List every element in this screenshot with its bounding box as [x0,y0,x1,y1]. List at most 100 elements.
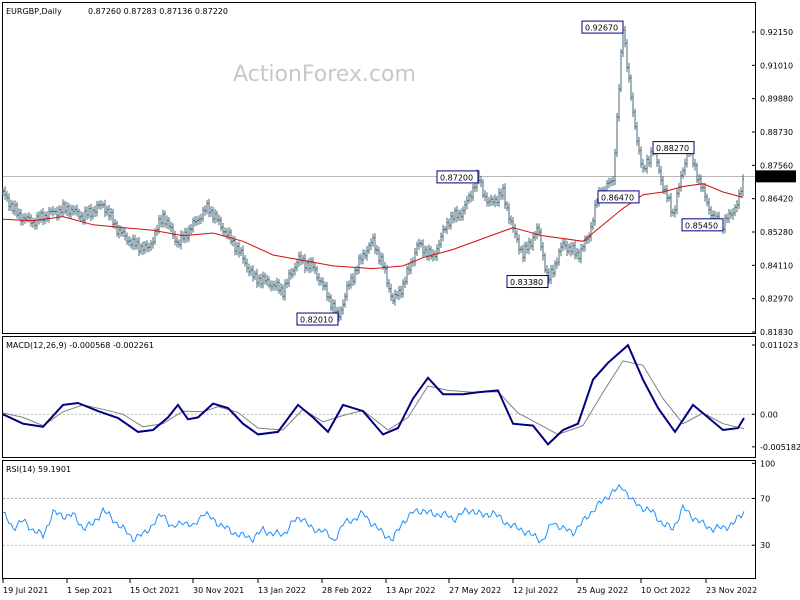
price-bar [41,207,45,226]
price-bar [177,239,181,248]
price-bar [589,222,593,242]
price-bar [301,255,305,265]
price-bar [221,222,225,237]
price-bar [9,199,13,212]
x-tick-label: 27 May 2022 [449,586,501,595]
price-bar [445,217,449,235]
price-bar [409,258,413,275]
price-bar [679,170,683,192]
rsi-y-axis: 100 70 30 [752,459,775,550]
price-bar [43,211,47,225]
price-bar [397,285,401,301]
price-bar [511,216,515,233]
price-bar [173,230,177,246]
price-bar [255,268,259,288]
price-bar [245,258,249,273]
price-bar [727,208,731,224]
price-bar [15,201,19,219]
price-bar [69,204,73,219]
annotation-label: 0.88270 [656,144,689,153]
price-bar [249,265,253,276]
price-bar [359,253,363,265]
moving-average-line [2,183,744,270]
price-bar [239,247,243,257]
watermark: ActionForex.com [233,62,416,87]
price-bar [425,245,429,261]
price-bar [573,241,577,260]
price-bar [581,243,585,252]
price-bar [71,204,75,216]
x-tick-label: 15 Oct 2021 [130,586,179,595]
price-bar [179,230,183,250]
price-bar [575,248,579,260]
price-bar [683,158,687,176]
price-bar [193,215,197,227]
price-bar [37,211,41,225]
x-tick-label: 12 Jul 2022 [513,586,558,595]
price-bar [619,49,623,93]
price-bar [141,241,145,256]
price-bar [109,208,113,221]
price-bar [569,242,573,257]
price-bar [171,223,175,240]
current-price-tag [756,170,796,183]
price-bar [213,208,217,224]
price-bar [417,238,421,250]
price-bar [299,251,303,266]
price-bar [87,205,91,219]
price-bar [195,216,199,226]
annotation-box [581,20,624,34]
price-bar [329,294,333,311]
price-bar [131,234,135,250]
price-bar [205,199,209,215]
price-bar [275,277,279,292]
price-bar [91,206,95,220]
price-bar [509,215,513,226]
price-bar [351,273,355,287]
price-bar [401,279,405,298]
rsi-y-tick-label: 70 [760,494,770,503]
price-bar [303,253,307,273]
price-bar [625,39,629,72]
x-tick-label: 23 Nov 2022 [706,586,757,595]
price-bar [247,263,251,277]
price-bar [639,146,643,168]
price-bar [583,235,587,252]
price-bar [705,193,709,207]
price-bar [201,206,205,222]
price-bar [159,214,163,228]
price-bar [515,230,519,243]
price-bar [365,245,369,261]
price-bar [379,251,383,266]
price-bar [457,209,461,221]
rsi-reference-lines [3,498,755,546]
price-bar [587,232,591,244]
price-y-tick-label: 0.91010 [760,61,793,70]
price-bar [479,175,483,188]
price-bar [55,206,59,221]
price-bar [251,265,255,282]
price-y-tick-label: 0.84110 [760,261,793,270]
price-bar [367,242,371,254]
price-bar [63,200,67,215]
price-bar [33,217,37,230]
x-tick-label: 30 Nov 2021 [193,586,244,595]
price-bar [395,290,399,300]
price-bar [681,167,685,179]
price-bar [3,186,7,200]
price-y-tick-label: 0.89880 [760,95,793,104]
price-bar [371,233,375,247]
price-y-tick-label: 0.81830 [760,328,793,337]
price-bar [463,200,467,215]
x-tick-label: 13 Apr 2022 [386,586,435,595]
price-bar [263,272,267,285]
price-bar [39,209,43,223]
price-bar [149,240,153,251]
price-bar [265,274,269,286]
macd-lines [2,343,745,446]
price-bar [243,255,247,267]
price-bar [229,228,233,245]
price-bar [347,280,351,291]
price-bar [531,232,535,251]
price-bar [553,260,557,277]
